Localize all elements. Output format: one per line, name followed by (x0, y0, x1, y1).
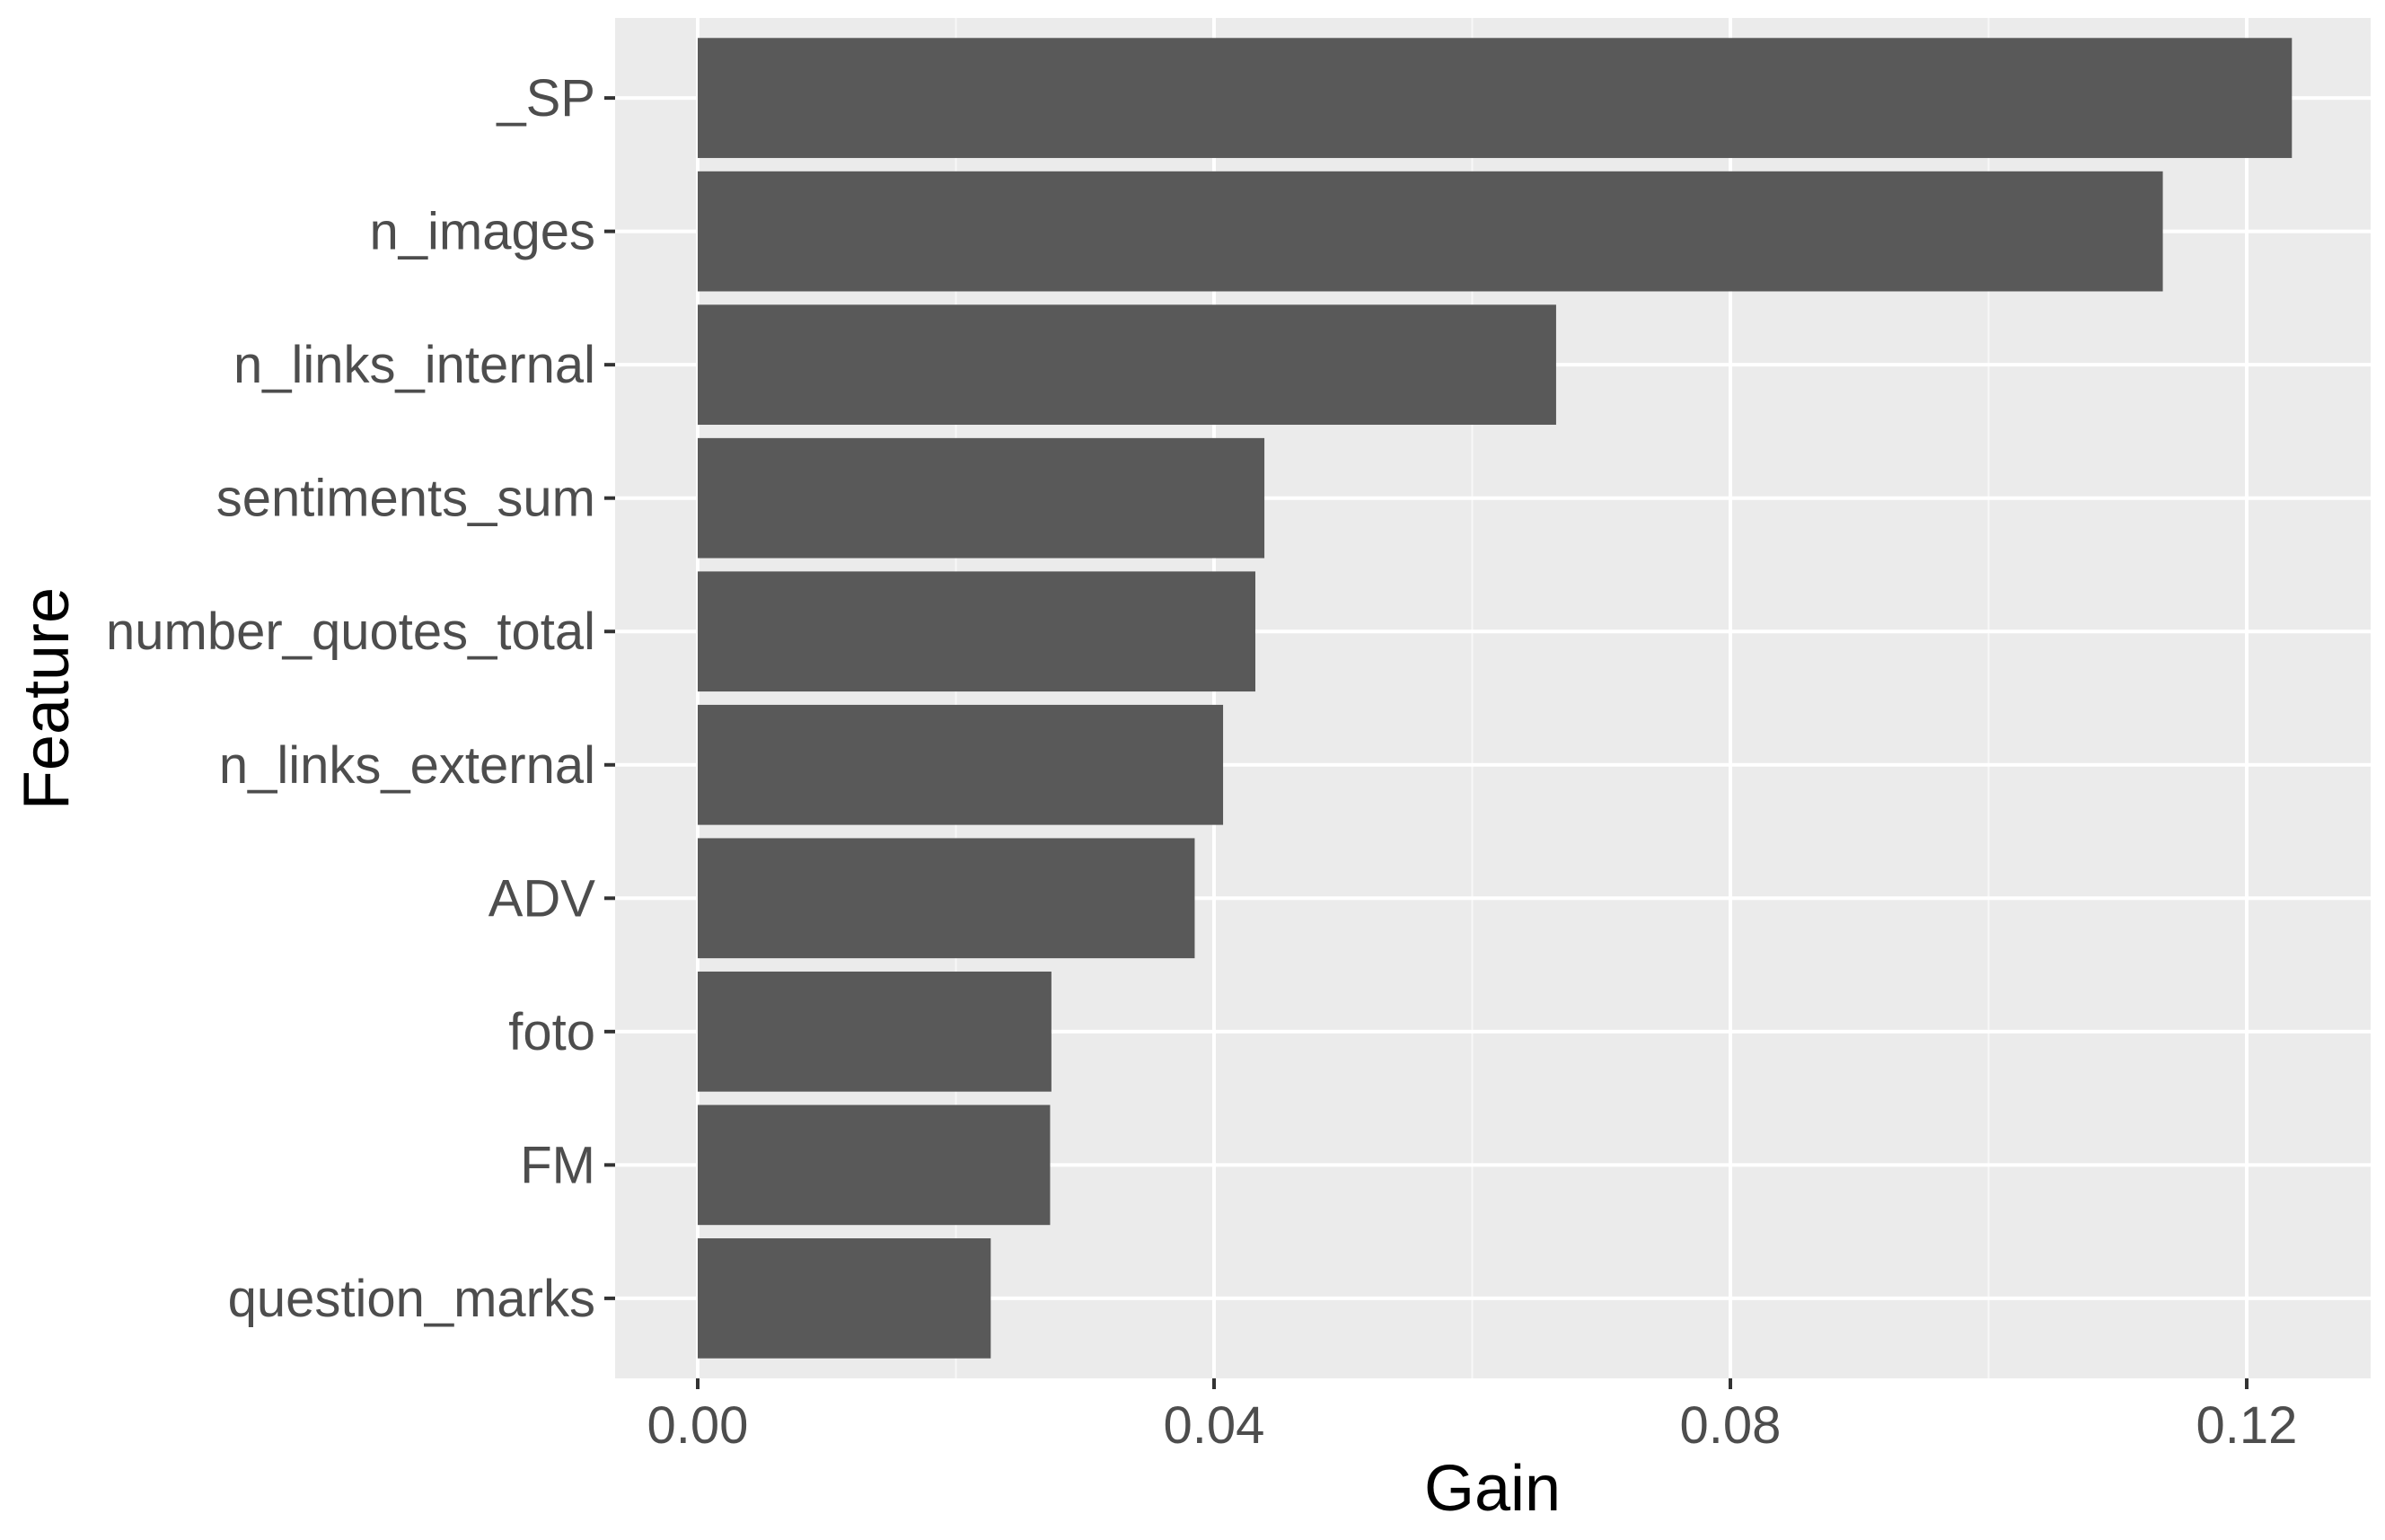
bar (698, 437, 1265, 559)
bar (698, 971, 1052, 1092)
bar (698, 571, 1255, 692)
y-tick-label: n_links_external (219, 736, 595, 795)
y-tick-label: FM (520, 1136, 595, 1194)
y-tick-label: ADV (488, 869, 596, 928)
y-tick-label: foto (508, 1003, 595, 1061)
y-tick-label: n_links_internal (233, 336, 595, 394)
y-tick-label: n_images (370, 203, 595, 261)
bar (698, 1238, 991, 1359)
y-tick-label: question_marks (228, 1270, 595, 1328)
tick-labels: _SP n_images n_links_internal sentiments_su… (106, 69, 2297, 1455)
x-axis-title: Gain (1424, 1453, 1561, 1525)
y-tick-label: sentiments_sum (216, 470, 595, 528)
bar (698, 304, 1556, 426)
y-tick-label: _SP (496, 69, 595, 128)
bar (698, 38, 2293, 158)
bars (698, 38, 2293, 1359)
bar (698, 1104, 1051, 1226)
tick-marks (604, 96, 2249, 1389)
y-axis-title: Feature (11, 587, 83, 810)
bar (698, 838, 1195, 959)
x-tick-label: 0.00 (647, 1396, 749, 1455)
bar (698, 704, 1224, 825)
y-tick-label: number_quotes_total (106, 603, 595, 661)
x-tick-label: 0.08 (1680, 1396, 1782, 1455)
bar (698, 171, 2163, 292)
x-tick-label: 0.12 (2196, 1396, 2298, 1455)
x-tick-label: 0.04 (1164, 1396, 1265, 1455)
